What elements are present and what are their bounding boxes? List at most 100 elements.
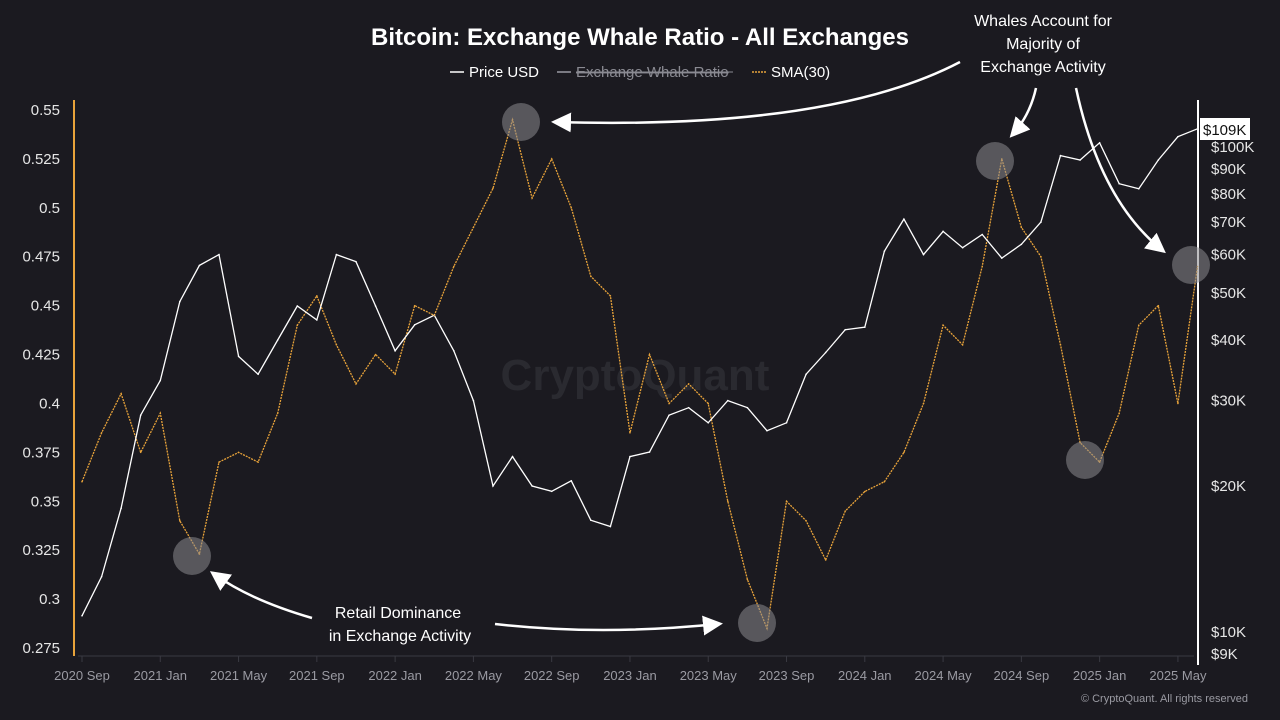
annotation-arrows — [209, 60, 1166, 636]
sma30-point — [1177, 402, 1179, 405]
sma30-point — [433, 314, 436, 317]
sma30-point — [394, 373, 396, 375]
sma30-point — [1020, 226, 1023, 229]
right-tick-label: $9K — [1211, 646, 1238, 663]
highlight-circle — [173, 537, 211, 575]
price-point — [1040, 221, 1042, 223]
sma30-point — [1040, 255, 1042, 258]
price-point — [1000, 257, 1003, 259]
sma30-point — [785, 500, 788, 503]
sma30-point — [413, 304, 416, 307]
price-point — [374, 305, 377, 307]
legend-item-whale-ratio[interactable]: Exchange Whale Ratio — [557, 64, 733, 81]
arrow — [209, 571, 313, 620]
x-tick-label: 2025 Jan — [1073, 668, 1127, 683]
left-tick-label: 0.325 — [22, 542, 60, 559]
sma30-point — [316, 295, 318, 297]
sma30-point — [296, 324, 299, 327]
price-point — [218, 253, 220, 256]
x-tick-label: 2025 May — [1149, 668, 1207, 683]
price-point — [413, 323, 416, 326]
left-tick-label: 0.475 — [22, 249, 60, 266]
left-tick-label: 0.55 — [31, 102, 60, 119]
arrow — [551, 60, 961, 133]
price-point — [531, 485, 533, 487]
sma30-point — [335, 343, 338, 346]
price-point — [1079, 159, 1081, 161]
sma30-point — [453, 265, 455, 268]
x-tick-label: 2021 Sep — [289, 668, 345, 683]
price-point — [590, 519, 592, 522]
price-point — [316, 319, 318, 321]
highlight-circle — [976, 142, 1014, 180]
left-tick-label: 0.35 — [31, 493, 60, 510]
price-point — [805, 373, 807, 376]
sma30-point — [355, 383, 357, 385]
price-point — [727, 399, 729, 402]
svg-text:$109K: $109K — [1203, 122, 1246, 139]
price-point — [159, 379, 162, 382]
highlight-circles — [173, 103, 1210, 642]
price-point — [609, 525, 612, 528]
series-price-line — [81, 128, 1198, 617]
left-tick-label: 0.375 — [22, 444, 60, 461]
sma30-point — [159, 412, 162, 415]
sma30-point — [492, 187, 494, 190]
chart-title: Bitcoin: Exchange Whale Ratio - All Exch… — [371, 24, 909, 51]
x-tick-label: 2022 Sep — [524, 668, 580, 683]
left-tick-label: 0.3 — [39, 591, 60, 608]
legend-label-price: Price USD — [469, 64, 539, 81]
price-point — [1137, 188, 1140, 190]
price-point — [179, 300, 181, 303]
sma30-point — [218, 461, 220, 463]
price-point — [139, 414, 142, 416]
price-point — [81, 614, 83, 617]
left-tick-label: 0.275 — [22, 640, 60, 657]
sma30-point — [120, 392, 122, 395]
price-point — [257, 373, 259, 376]
sma30-point — [903, 451, 905, 454]
price-point — [707, 421, 710, 424]
x-tick-label: 2023 Jan — [603, 668, 657, 683]
right-tick-label: $90K — [1211, 161, 1246, 178]
legend-item-price[interactable]: Price USD — [450, 64, 539, 81]
price-point — [492, 485, 494, 487]
right-tick-label: $50K — [1211, 285, 1246, 302]
price-point — [120, 507, 122, 509]
price-point — [883, 250, 886, 252]
sma30-point — [81, 480, 83, 483]
sma30-point — [276, 412, 279, 415]
sma30-point — [100, 432, 103, 434]
sma30-point — [609, 295, 612, 297]
price-point — [961, 246, 964, 249]
price-point — [864, 326, 866, 329]
price-point — [903, 218, 905, 220]
price-point — [922, 253, 925, 256]
price-point — [844, 328, 847, 331]
x-tick-label: 2024 May — [915, 668, 973, 683]
arrow — [494, 615, 723, 636]
sma30-point — [531, 197, 533, 199]
legend-item-sma30[interactable]: SMA(30) — [752, 64, 830, 81]
right-tick-label: $60K — [1211, 247, 1246, 264]
sma30-point — [179, 520, 181, 522]
price-point — [100, 575, 103, 578]
sma30-point — [1059, 343, 1062, 346]
left-tick-label: 0.525 — [22, 151, 60, 168]
legend: Price USD Exchange Whale Ratio SMA(30) — [450, 64, 830, 81]
price-point — [1177, 135, 1179, 138]
last-price-label: $109K — [1200, 118, 1250, 140]
right-tick-label: $10K — [1211, 624, 1246, 641]
arrow — [1074, 87, 1166, 254]
arrow — [1009, 87, 1038, 138]
sma30-point — [374, 353, 377, 356]
price-point — [648, 451, 651, 453]
price-point — [1059, 154, 1062, 157]
price-point — [1098, 142, 1101, 144]
annotation-retail: Retail Dominance in Exchange Activity — [329, 605, 471, 645]
sma30-point — [922, 402, 925, 405]
sma30-point — [139, 451, 142, 454]
price-point — [766, 429, 768, 432]
